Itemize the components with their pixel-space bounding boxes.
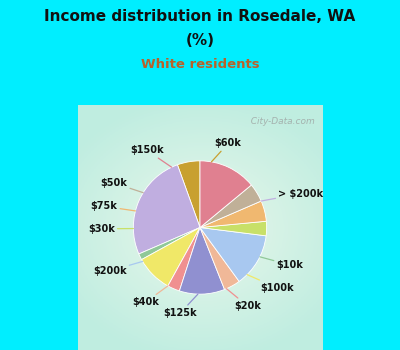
Wedge shape <box>178 161 200 228</box>
Text: (%): (%) <box>186 33 214 48</box>
Text: $60k: $60k <box>212 139 242 162</box>
Text: $40k: $40k <box>132 286 168 307</box>
Wedge shape <box>180 228 224 294</box>
Text: $10k: $10k <box>260 257 304 270</box>
Text: > $200k: > $200k <box>261 189 324 201</box>
Text: Income distribution in Rosedale, WA: Income distribution in Rosedale, WA <box>44 9 356 24</box>
Text: $200k: $200k <box>93 261 143 276</box>
Wedge shape <box>200 221 267 236</box>
Wedge shape <box>200 228 239 289</box>
Text: White residents: White residents <box>141 58 259 71</box>
Text: City-Data.com: City-Data.com <box>245 117 315 126</box>
Text: $30k: $30k <box>88 224 133 234</box>
Text: $100k: $100k <box>247 275 294 293</box>
Text: $75k: $75k <box>90 201 136 211</box>
Wedge shape <box>200 228 266 281</box>
Wedge shape <box>142 228 200 286</box>
Text: $20k: $20k <box>226 289 261 311</box>
Text: $125k: $125k <box>164 294 198 318</box>
Wedge shape <box>200 201 266 228</box>
Wedge shape <box>139 228 200 260</box>
Wedge shape <box>133 165 200 254</box>
Wedge shape <box>200 185 261 228</box>
Wedge shape <box>200 161 251 228</box>
Text: $150k: $150k <box>130 145 172 167</box>
Text: $50k: $50k <box>100 178 143 193</box>
Wedge shape <box>168 228 200 291</box>
